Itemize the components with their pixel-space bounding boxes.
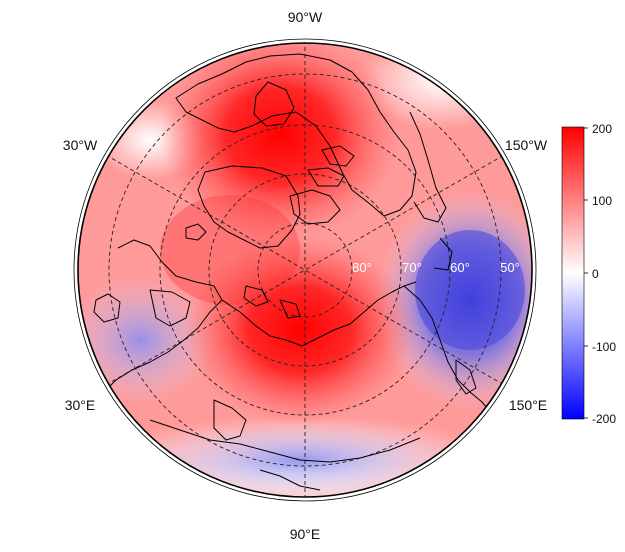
lat-label-80: 80° <box>352 260 372 275</box>
siberia-coast <box>221 281 417 347</box>
iceland-coast <box>185 223 207 241</box>
colorbar: 200 100 0 -100 -200 <box>561 122 616 426</box>
colorbar-tick-label: 0 <box>592 267 599 281</box>
lon-label-lower-right: 150°E <box>509 397 547 413</box>
lon-label-lower-left: 30°E <box>65 397 96 413</box>
coastlines <box>87 53 493 491</box>
colorbar-tick-label: 200 <box>592 122 612 136</box>
lon-label-upper-right: 150°W <box>505 137 548 153</box>
europe-coast <box>87 239 223 421</box>
lon-label-upper-left: 30°W <box>63 137 98 153</box>
lat-label-50: 50° <box>500 260 520 275</box>
colorbar-tick-label: 100 <box>592 194 612 208</box>
anomaly-field <box>78 43 532 497</box>
graticule <box>105 43 505 497</box>
latitude-circle-80 <box>257 222 353 318</box>
latitude-circle-50 <box>108 73 502 467</box>
latitude-circle-60 <box>159 124 451 416</box>
map-boundary <box>77 42 533 498</box>
greenland-coast <box>197 165 301 249</box>
colorbar-tick-label: -200 <box>592 412 616 426</box>
east-asia-coast <box>403 285 493 415</box>
north-america-coast <box>175 53 417 217</box>
lon-label-top: 90°W <box>288 9 323 25</box>
colorbar-tick-label: -100 <box>592 340 616 354</box>
lat-label-70: 70° <box>402 260 422 275</box>
lat-label-60: 60° <box>450 260 470 275</box>
colorbar-gradient <box>561 126 585 420</box>
lon-label-bottom: 90°E <box>290 526 321 542</box>
colorbar-ticks <box>584 127 588 419</box>
